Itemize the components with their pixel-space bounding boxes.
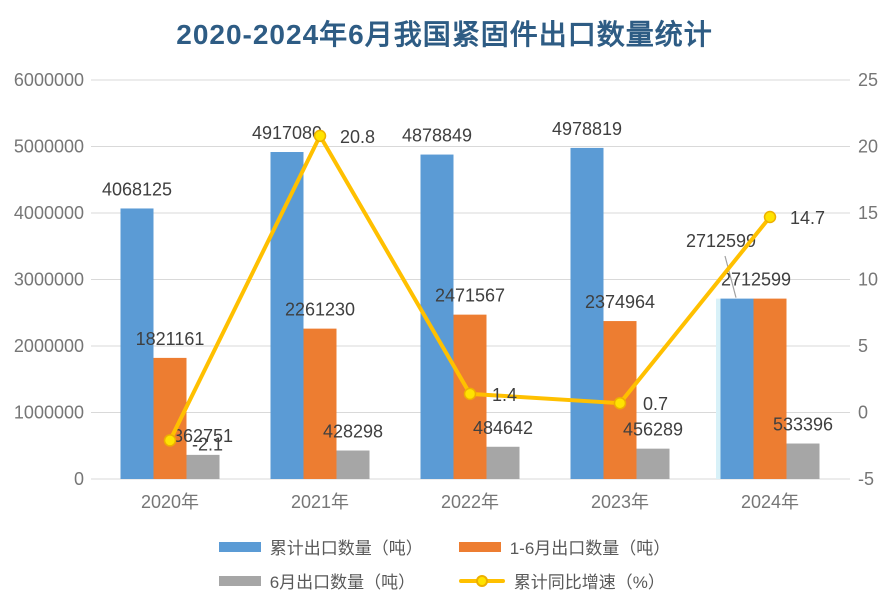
- line-label-2022年: 1.4: [492, 385, 517, 405]
- june-export-swatch-icon: [218, 575, 261, 586]
- bar-label-cumulative-export-2023年: 4978819: [552, 119, 622, 139]
- bar-label-h1-export-2023年: 2374964: [585, 292, 655, 312]
- bar-label-h1-export-2021年: 2261230: [285, 300, 355, 320]
- bar-h1-export-2024年: [753, 298, 787, 479]
- right-axis-tick: 10: [858, 270, 878, 290]
- right-axis-tick: 5: [858, 336, 868, 356]
- h1-export-swatch-icon: [458, 541, 501, 552]
- legend: 累计出口数量（吨） 1-6月出口数量（吨） 6月出口数量（吨） 累计同比增速（%…: [0, 534, 889, 593]
- left-axis-tick: 2000000: [14, 336, 84, 356]
- legend-label-june-export: 6月出口数量（吨）: [269, 573, 416, 592]
- x-axis-label-2021年: 2021年: [291, 492, 349, 512]
- right-axis-tick: -5: [858, 469, 874, 489]
- legend-item-cumulative-export: 累计出口数量（吨）: [218, 534, 459, 559]
- chart-title: 2020-2024年6月我国紧固件出口数量统计: [176, 19, 713, 50]
- bar-june-export-2022年: [486, 446, 520, 479]
- left-axis-tick: 4000000: [14, 203, 84, 223]
- bar-label-june-export-2024年: 533396: [773, 415, 833, 435]
- left-axis-tick: 0: [74, 469, 84, 489]
- bar-label-cumulative-export-2021年: 4917080: [252, 123, 322, 143]
- x-axis-label-2022年: 2022年: [441, 492, 499, 512]
- right-axis-tick: 0: [858, 403, 868, 423]
- legend-item-h1-export: 1-6月出口数量（吨）: [458, 534, 671, 559]
- left-axis-tick: 3000000: [14, 270, 84, 290]
- bar-label-june-export-2022年: 484642: [473, 418, 533, 438]
- line-label-2021年: 20.8: [340, 127, 375, 147]
- growth-marker-2023年: [613, 396, 627, 410]
- bar-label-h1-export-2022年: 2471567: [435, 286, 505, 306]
- line-label-2020年: -2.1: [192, 434, 223, 454]
- bar-label-cumulative-export-2020年: 4068125: [102, 179, 172, 199]
- bar-label-h1-export-2024年: 2712599: [721, 270, 791, 290]
- bar-label-cumulative-export-2022年: 4878849: [402, 126, 472, 146]
- legend-grid: 累计出口数量（吨） 1-6月出口数量（吨） 6月出口数量（吨） 累计同比增速（%…: [218, 534, 671, 593]
- legend-item-june-export: 6月出口数量（吨）: [218, 568, 459, 593]
- bar-june-export-2021年: [336, 450, 370, 479]
- legend-item-yoy-growth: 累计同比增速（%）: [458, 568, 671, 593]
- left-axis-tick: 5000000: [14, 137, 84, 157]
- yoy-growth-marker-icon: [475, 574, 488, 587]
- plot-area: 6000000 25 5000000 20 4000000 15 3000000 10 2000…: [14, 70, 878, 512]
- bar-h1-export-2021年: [303, 328, 337, 479]
- x-axis-label-2023年: 2023年: [591, 492, 649, 512]
- bar-cumulative-export-2020年: [120, 208, 154, 480]
- bar-label-june-export-2021年: 428298: [323, 422, 383, 442]
- growth-marker-2024年: [763, 210, 777, 224]
- bar-cumulative-export-2024年: [720, 298, 754, 479]
- bar-cumulative-export-2023年: [570, 147, 604, 479]
- right-axis-tick: 15: [858, 203, 878, 223]
- bar-label-june-export-2020年: 362751: [173, 426, 233, 446]
- yoy-growth-line-swatch-icon: [458, 574, 505, 587]
- cumulative-export-swatch-icon: [218, 541, 261, 552]
- bar-label-june-export-2023年: 456289: [623, 420, 683, 440]
- label-leader-line: [724, 255, 737, 298]
- bar-june-export-2024年: [786, 443, 820, 479]
- legend-label-h1-export: 1-6月出口数量（吨）: [509, 539, 671, 558]
- growth-marker-2020年: [163, 434, 177, 447]
- bar-label-h1-export-2020年: 1821161: [136, 329, 205, 349]
- x-axis-label-2024年: 2024年: [741, 492, 799, 512]
- line-label-2024年: 14.7: [790, 208, 825, 228]
- bar-june-export-2023年: [636, 448, 670, 479]
- right-axis-tick: 20: [858, 137, 878, 157]
- left-axis-tick: 6000000: [14, 70, 84, 90]
- bar-june-export-2020年: [186, 454, 220, 479]
- left-axis-tick: 1000000: [14, 403, 84, 423]
- line-label-2023年: 0.7: [643, 394, 668, 414]
- x-axis-label-2020年: 2020年: [141, 492, 199, 512]
- highlight-band: [716, 298, 721, 479]
- growth-marker-2021年: [313, 129, 327, 143]
- bar-label-cumulative-export-2024年: 2712599: [686, 231, 756, 251]
- legend-label-cumulative-export: 累计出口数量（吨）: [269, 539, 423, 558]
- right-axis-tick: 25: [858, 70, 878, 90]
- legend-label-yoy-growth: 累计同比增速（%）: [513, 573, 665, 592]
- growth-marker-2022年: [463, 387, 477, 401]
